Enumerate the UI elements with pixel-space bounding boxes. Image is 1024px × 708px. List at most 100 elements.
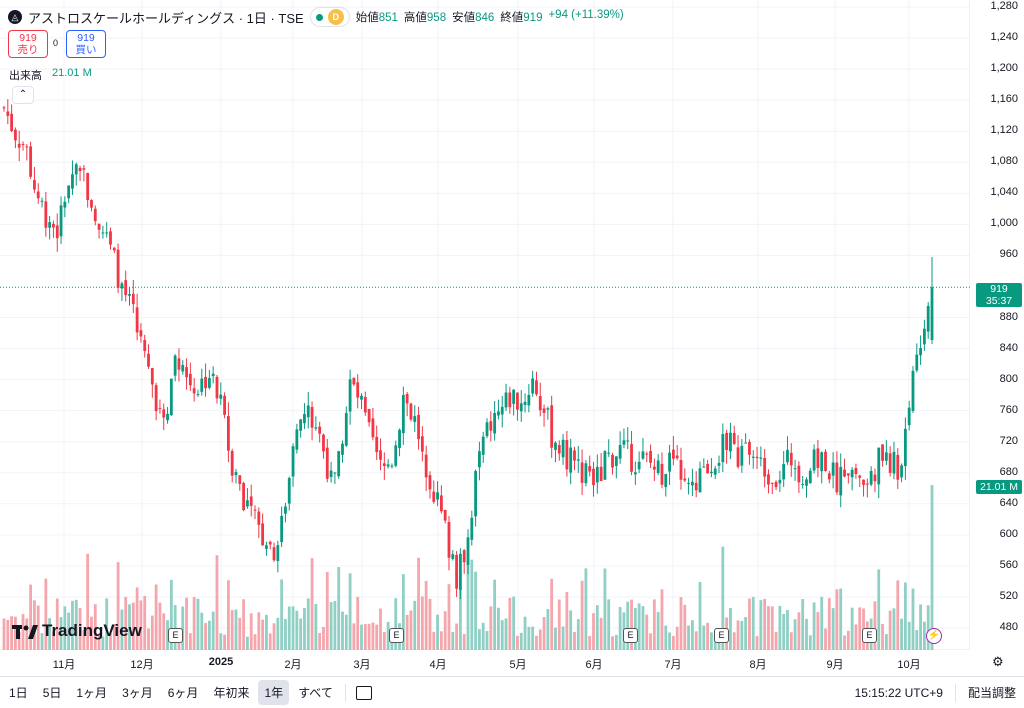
candle-body — [238, 475, 242, 484]
calendar-icon[interactable] — [355, 685, 372, 700]
candle-body — [162, 409, 166, 418]
volume-bar — [892, 608, 896, 650]
volume-bar — [344, 614, 348, 650]
candle-body — [303, 413, 306, 424]
range-1m[interactable]: 1ヶ月 — [76, 686, 108, 700]
price-axis-label: 1,280 — [990, 0, 1018, 12]
earnings-marker[interactable]: E — [862, 628, 877, 643]
candle-body — [291, 446, 295, 477]
candle-body — [744, 442, 748, 444]
buy-button[interactable]: 919 買い — [66, 30, 106, 58]
symbol-title[interactable]: アストロスケールホールディングス · 1日 · TSE — [28, 10, 304, 26]
candle-body — [413, 416, 417, 422]
range-6m[interactable]: 6ヶ月 — [167, 686, 199, 700]
price-axis-label: 680 — [999, 465, 1018, 478]
volume-bar — [322, 626, 325, 650]
adjust-dividends-button[interactable]: 配当調整 — [967, 686, 1016, 700]
candle-body — [306, 405, 310, 418]
range-1y[interactable]: 1年 — [258, 680, 290, 705]
candle-body — [690, 481, 694, 486]
collapse-legend-button[interactable]: ⌃ — [12, 86, 34, 104]
market-status[interactable]: D — [309, 7, 350, 27]
volume-bar — [831, 608, 835, 650]
candle-body — [375, 436, 379, 453]
candle-body — [131, 293, 135, 305]
lightning-icon[interactable]: ⚡ — [926, 628, 942, 644]
candle-body — [702, 466, 706, 468]
candle-body — [253, 509, 257, 511]
earnings-marker[interactable]: E — [168, 628, 183, 643]
candle-body — [173, 355, 177, 376]
volume-bar — [854, 624, 858, 650]
volume-bar — [341, 611, 344, 650]
price-axis-label: 1,240 — [990, 31, 1018, 44]
volume-bar — [767, 606, 770, 650]
range-5d[interactable]: 5日 — [42, 686, 62, 700]
range-1d[interactable]: 1日 — [9, 686, 28, 700]
gear-icon[interactable]: ⚙ — [992, 654, 1004, 669]
candle-body — [21, 144, 25, 146]
sell-button[interactable]: 919 売り — [8, 30, 48, 58]
volume-bar — [424, 580, 428, 650]
candle-body — [843, 469, 846, 477]
volume-bar — [405, 614, 409, 650]
volume-bar — [660, 589, 664, 650]
volume-bar — [78, 608, 82, 650]
range-ytd[interactable]: 年初来 — [213, 686, 250, 700]
candle-body — [786, 449, 789, 463]
candle-body — [329, 470, 333, 478]
volume-bar — [926, 605, 930, 650]
earnings-marker[interactable]: E — [623, 628, 638, 643]
candle-body — [789, 452, 793, 466]
candle-body — [158, 407, 162, 409]
candle-body — [873, 474, 877, 482]
candle-body — [652, 466, 656, 470]
volume-bar — [234, 609, 238, 650]
clock-time[interactable]: 15:15:22 UTC+9 — [854, 685, 943, 700]
time-axis-label: 7月 — [664, 659, 682, 671]
candle-body — [683, 478, 687, 481]
tradingview-watermark[interactable]: TradingView — [12, 621, 142, 641]
candle-body — [542, 408, 546, 413]
candle-body — [204, 376, 207, 389]
bottom-toolbar: 1日 5日 1ヶ月 3ヶ月 6ヶ月 年初来 1年 すべて 15:15:22 UT… — [0, 676, 1024, 708]
candle-body — [497, 411, 500, 416]
earnings-marker[interactable]: E — [714, 628, 729, 643]
volume-bar — [420, 596, 424, 650]
candle-body — [930, 287, 934, 341]
candle-body — [504, 392, 508, 408]
candle-body — [181, 364, 185, 372]
chart-area[interactable] — [0, 0, 970, 650]
earnings-marker[interactable]: E — [389, 628, 404, 643]
volume-bar — [546, 609, 550, 650]
candle-body — [668, 452, 671, 472]
volume-bar — [789, 632, 793, 650]
volume-bar — [318, 633, 322, 650]
candle-body — [641, 451, 645, 459]
open-value: 851 — [378, 12, 398, 24]
volume-bar — [793, 619, 797, 650]
volume-bar — [105, 598, 109, 650]
candle-body — [382, 463, 386, 466]
volume-bar — [67, 612, 71, 650]
candle-body — [922, 328, 926, 345]
range-all[interactable]: すべて — [298, 686, 333, 700]
volume-bar — [683, 604, 687, 650]
range-3m[interactable]: 3ヶ月 — [122, 686, 153, 700]
volume-bar — [835, 589, 839, 650]
change-value: +94 (+11.39%) — [548, 9, 624, 21]
volume-bar — [169, 579, 173, 650]
candle-body — [481, 436, 485, 455]
candle-body — [740, 445, 744, 466]
price-chart[interactable] — [0, 0, 970, 650]
volume-bar — [226, 580, 230, 650]
time-axis-label: 2025 — [208, 656, 234, 668]
volume-bar — [649, 633, 652, 650]
candle-body — [706, 463, 710, 474]
volume-bar — [17, 631, 21, 650]
volume-bar — [786, 610, 789, 650]
volume-bar — [291, 606, 295, 650]
volume-bar — [919, 604, 922, 650]
candle-body — [877, 447, 881, 485]
candle-body — [846, 473, 850, 476]
